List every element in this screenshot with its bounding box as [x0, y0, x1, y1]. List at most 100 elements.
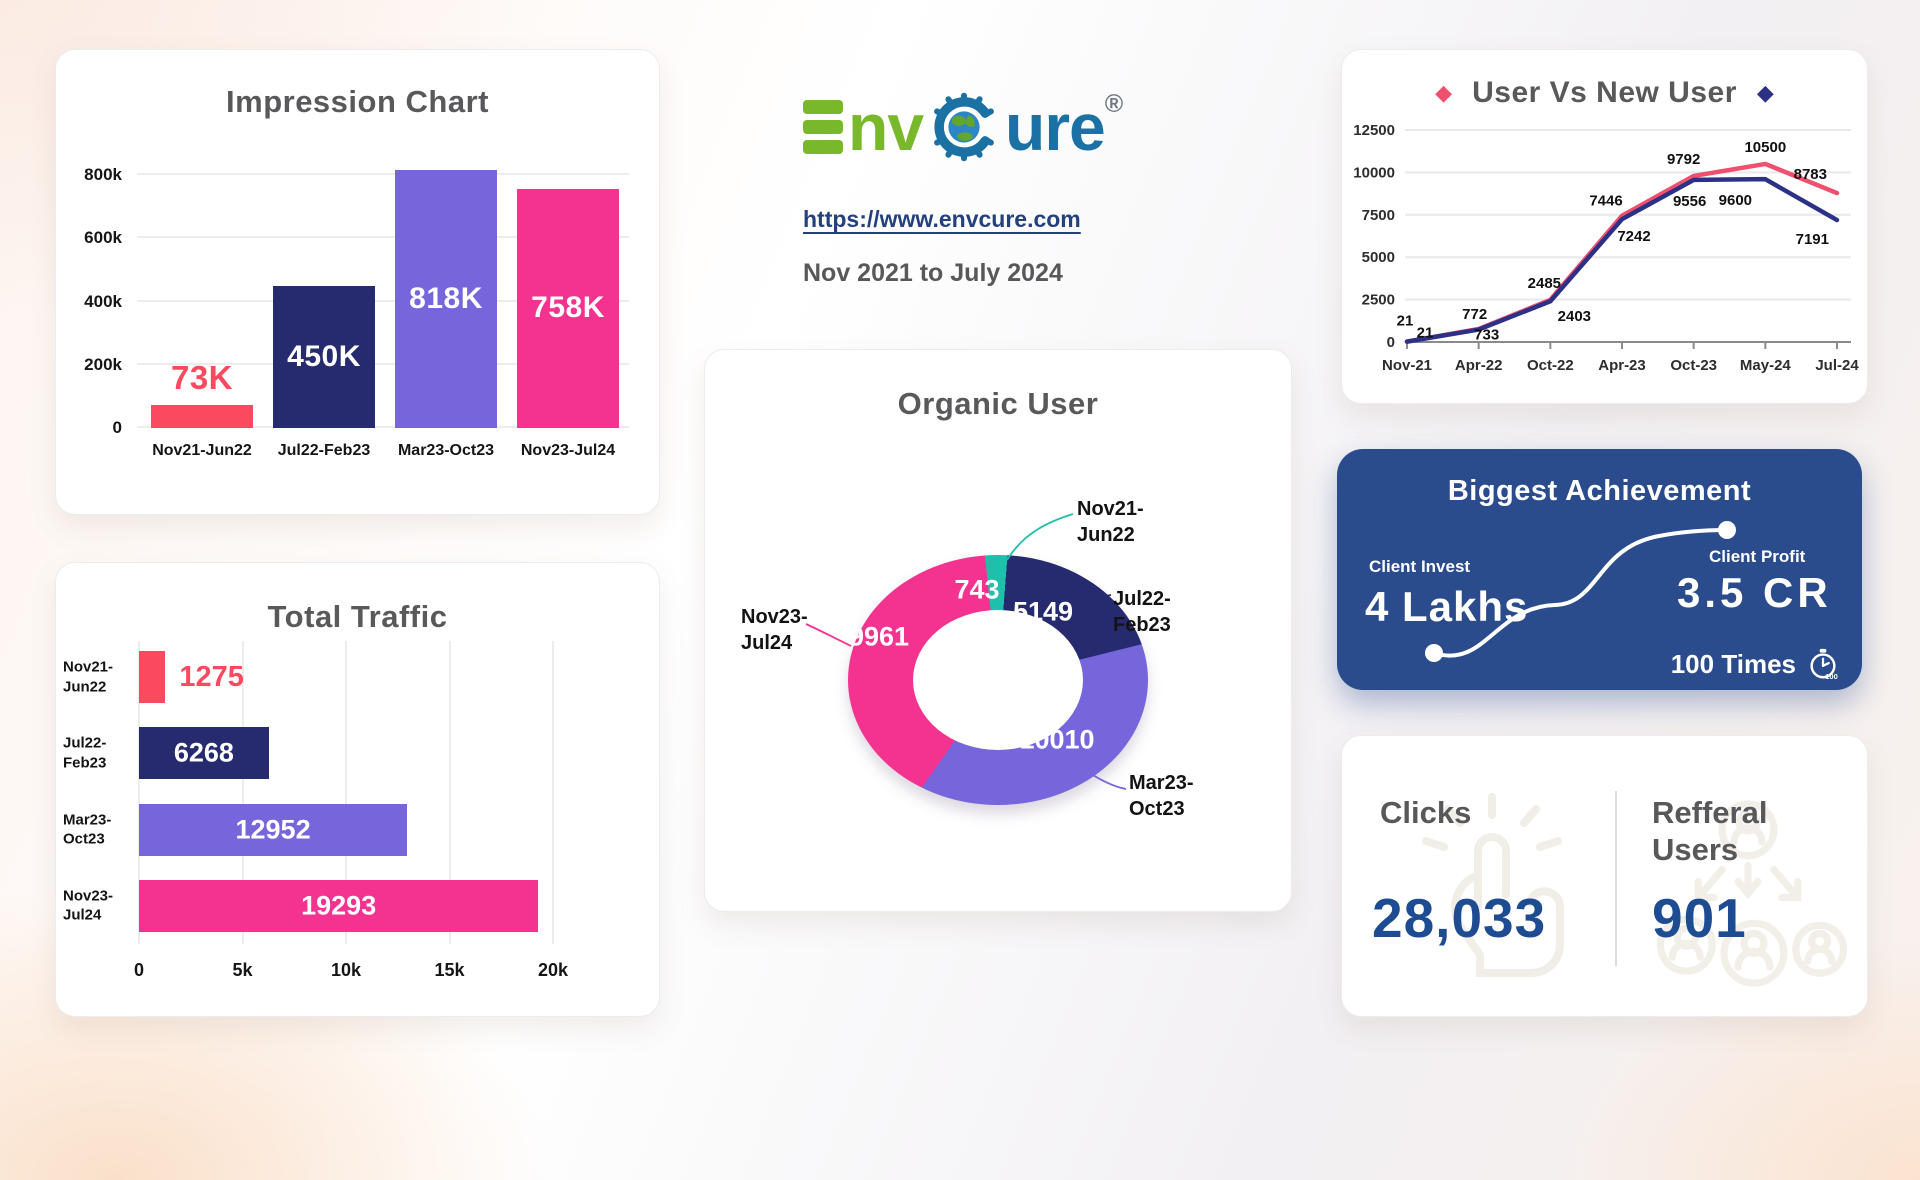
donut-value-label: 10010	[1019, 724, 1095, 755]
bar-row: Mar23- Oct23 12952	[63, 803, 553, 856]
point-label: 772	[1462, 306, 1487, 323]
point-label: 7242	[1617, 228, 1650, 245]
gear-globe-icon	[934, 92, 994, 162]
bar-value-label: 758K	[531, 291, 605, 325]
gridline	[137, 426, 629, 428]
total-traffic-title: Total Traffic	[267, 599, 448, 634]
bar: 450K	[273, 285, 375, 428]
logo-text-blue: ure	[1005, 90, 1106, 164]
point-label: 21	[1397, 313, 1414, 330]
x-tick-label: 5k	[232, 960, 253, 980]
y-tick-label: 5000	[1362, 249, 1395, 266]
registered-mark: ®	[1104, 90, 1124, 118]
brand-block: nv ure ® https://www.envcure.com Nov 202…	[803, 88, 1203, 288]
x-tick-label: 15k	[434, 960, 465, 980]
bar-value-label: 818K	[409, 281, 483, 315]
gridline	[138, 641, 140, 944]
bar-column: 758K	[507, 150, 629, 428]
y-tick-label: 200k	[84, 354, 122, 374]
x-tick-label: Apr-23	[1598, 357, 1646, 374]
envcure-logo: nv ure ®	[803, 88, 1203, 166]
multiplier-row: 100 Times 100	[1337, 647, 1840, 682]
bar-column: 818K	[385, 150, 507, 428]
donut-value-label: 743	[954, 574, 1000, 605]
clicks-label: Clicks	[1380, 795, 1472, 830]
client-invest-value: 4 Lakhs	[1365, 583, 1529, 630]
bar	[139, 651, 166, 703]
bar-row: Nov23- Jul24 19293	[63, 879, 553, 932]
point-label: 2403	[1558, 308, 1591, 325]
referral-users-label: Refferal Users	[1652, 795, 1768, 868]
y-tick-label: 400k	[84, 291, 122, 311]
multiplier-value: 100 Times	[1670, 648, 1796, 679]
donut-slice-label: Nov21- Jun22	[1077, 498, 1144, 546]
x-category-label: Mar23-Oct23	[397, 442, 495, 459]
series-line-new-user	[1404, 176, 1840, 344]
y-category-label: Mar23- Oct23	[63, 811, 112, 848]
impression-x-axis: Nov21-Jun22 Jul22-Feb23 Mar23-Oct23 Nov23-J…	[141, 442, 629, 460]
bar: 12952	[139, 803, 408, 856]
x-category-label: Jul22-Feb23	[277, 442, 371, 459]
label-leader-line	[1006, 513, 1074, 561]
organic-user-card: Organic User 743 5149 10010 9961 Nov21- …	[704, 349, 1292, 912]
impression-chart-card: Impression Chart 0 200k 400k 600k 800k 73K 45…	[55, 49, 660, 515]
x-tick-label: Oct-23	[1670, 357, 1717, 374]
total-traffic-plot: 0 5k 10k 15k 20k Nov21- Jun22 1275 Jul22- Feb23…	[63, 641, 568, 980]
point-label: 9792	[1667, 151, 1700, 168]
label-leader-line	[805, 623, 852, 647]
y-tick-label: 600k	[84, 228, 122, 248]
donut-slice-label: Jul22- Feb23	[1113, 588, 1171, 636]
bar-column: 73K	[141, 150, 263, 428]
x-category-label: Nov21-Jun22	[152, 442, 252, 459]
client-profit-value: 3.5 CR	[1677, 569, 1832, 616]
total-traffic-card: Total Traffic 0 5k 10k 15k 20k Nov21- Jun22 12…	[55, 562, 660, 1017]
x-tick-label: Jul-24	[1815, 357, 1859, 374]
divider	[1615, 791, 1617, 966]
client-profit-label: Client Profit	[1709, 547, 1806, 566]
gridline	[552, 641, 554, 944]
point-label: 9556	[1673, 193, 1706, 210]
x-tick-label: 20k	[537, 960, 569, 980]
donut-slice-label: Nov23- Jul24	[741, 606, 808, 654]
gridline	[137, 236, 629, 239]
bar: 818K	[395, 169, 497, 428]
logo-e-icon	[803, 100, 843, 154]
line-chart-plot: 0 2500 5000 7500 10000 12500 Nov-21 Apr-22 Oct-2…	[1353, 122, 1859, 374]
point-label: 733	[1474, 327, 1499, 344]
gridline	[241, 641, 244, 944]
point-label: 7446	[1589, 193, 1622, 210]
x-tick-label: May-24	[1740, 357, 1792, 374]
line-chart-title: User Vs New User	[1472, 76, 1737, 109]
gridline	[137, 299, 629, 302]
stopwatch-icon: 100	[1810, 648, 1838, 681]
logo-text-green: nv	[848, 90, 924, 164]
bar	[151, 404, 253, 428]
impression-chart-title: Impression Chart	[226, 84, 489, 119]
y-tick-label: 0	[112, 418, 122, 437]
bar-value-label: 73K	[170, 358, 234, 396]
bar-rows: Nov21- Jun22 1275 Jul22- Feb23 6268 Mar23- O…	[63, 641, 553, 944]
y-tick-label: 0	[1387, 334, 1395, 351]
bar: 6268	[139, 727, 269, 780]
donut-slice-label: Mar23- Oct23	[1129, 772, 1194, 820]
gridline	[345, 641, 347, 944]
point-label: 9600	[1719, 192, 1752, 209]
gridline	[137, 173, 629, 176]
stats-card: Clicks 28,033 Refferal Users 901	[1341, 735, 1868, 1017]
x-tick-label: 10k	[330, 960, 362, 980]
gridline	[448, 641, 451, 944]
impression-y-axis: 0 200k 400k 600k 800k	[56, 150, 128, 437]
y-tick-label: 10000	[1353, 164, 1395, 181]
bar-value-label: 19293	[301, 890, 377, 921]
y-tick-label: 2500	[1362, 292, 1395, 309]
y-tick-label: 7500	[1362, 207, 1395, 224]
point-label: 21	[1417, 325, 1434, 342]
svg-text:100: 100	[1825, 672, 1838, 681]
x-tick-label: Nov-21	[1382, 357, 1432, 374]
x-tick-label: Oct-22	[1527, 357, 1574, 374]
line-chart-header: ◆ User Vs New User ◆	[1342, 76, 1867, 110]
bar-row: Jul22- Feb23 6268	[63, 727, 553, 780]
y-tick-label: 12500	[1353, 122, 1395, 139]
point-label: 8783	[1794, 166, 1827, 183]
website-link[interactable]: https://www.envcure.com	[803, 206, 1081, 232]
